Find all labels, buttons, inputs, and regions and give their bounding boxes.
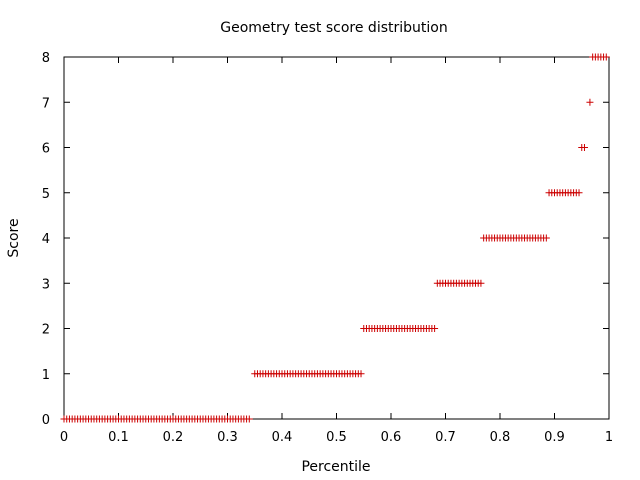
data-point xyxy=(575,189,583,197)
y-tick-label: 5 xyxy=(42,187,50,202)
axis-tick-labels: 0 0.1 0.2 0.3 0.4 0.5 0.6 0.7 0.8 0.9 1 0 1 2 3 4 5 6 7 8 xyxy=(42,51,613,445)
y-tick-label: 0 xyxy=(42,413,50,428)
x-tick-label: 0.6 xyxy=(381,430,402,445)
x-tick-label: 0.2 xyxy=(163,430,184,445)
x-tick-label: 1 xyxy=(605,430,613,445)
axis-ticks xyxy=(63,56,610,420)
data-point xyxy=(245,415,253,423)
x-tick-label: 0.4 xyxy=(272,430,293,445)
chart-title: Geometry test score distribution xyxy=(220,20,447,36)
data-point xyxy=(477,279,485,287)
data-point xyxy=(542,234,550,242)
x-tick-label: 0 xyxy=(60,430,68,445)
data-point xyxy=(580,144,588,151)
y-tick-label: 4 xyxy=(42,232,50,247)
x-tick-label: 0.3 xyxy=(217,430,238,445)
y-tick-label: 7 xyxy=(42,96,50,111)
y-tick-label: 2 xyxy=(42,323,50,338)
x-tick-label: 0.5 xyxy=(326,430,347,445)
data-points xyxy=(60,53,610,423)
y-tick-label: 8 xyxy=(42,51,50,66)
data-point xyxy=(586,98,594,106)
x-tick-label: 0.8 xyxy=(490,430,511,445)
y-axis-label: Score xyxy=(6,218,22,257)
x-tick-label: 0.9 xyxy=(544,430,565,445)
y-tick-label: 1 xyxy=(42,368,50,383)
x-axis-label: Percentile xyxy=(301,459,370,475)
x-tick-label: 0.7 xyxy=(435,430,456,445)
data-point xyxy=(431,325,439,332)
y-tick-label: 6 xyxy=(42,142,50,157)
data-point xyxy=(357,370,365,378)
y-tick-label: 3 xyxy=(42,277,50,292)
data-point xyxy=(602,53,610,61)
x-tick-label: 0.1 xyxy=(108,430,129,445)
